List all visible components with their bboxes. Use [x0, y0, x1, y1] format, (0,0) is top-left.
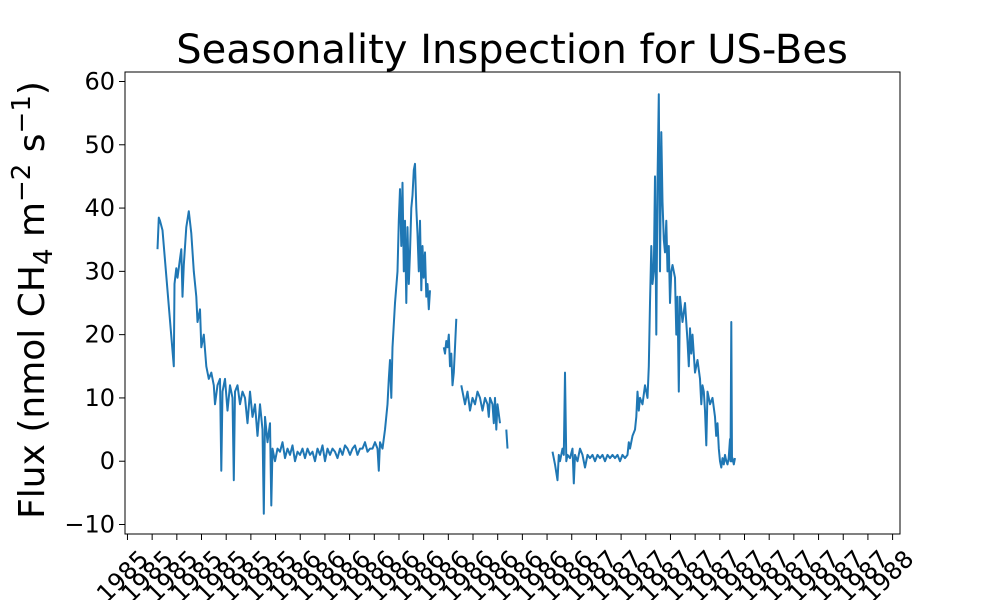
y-axis-title: Flux (nmol CH4 m−2 s−1): [7, 81, 59, 519]
y-tick-label: 10: [84, 384, 115, 412]
y-axis-title-part: Flux (nmol CH: [12, 265, 53, 519]
y-tick-label: 50: [84, 131, 115, 159]
plot-area: [124, 71, 901, 535]
y-axis-title-part: ): [12, 81, 53, 95]
y-axis-title-part: m: [12, 202, 53, 249]
y-tick-label: 60: [84, 67, 115, 95]
y-axis: −10 0 10 20 30 40 50 60: [64, 67, 125, 539]
y-axis-title-part: s: [12, 133, 53, 163]
y-axis-title-superscript: −2: [7, 164, 37, 202]
series-line-segment: [156, 162, 431, 515]
plot-frame: [124, 71, 901, 535]
y-tick-label: 0: [100, 447, 115, 475]
series-line-segment: [551, 93, 736, 485]
series-line-segment: [505, 429, 509, 449]
chart-title: Seasonality Inspection for US-Bes: [176, 27, 848, 73]
y-axis-title-subscript: 4: [29, 248, 59, 265]
y-tick-label: 40: [84, 194, 115, 222]
y-tick-label: 30: [84, 257, 115, 285]
y-tick-label: 20: [84, 321, 115, 349]
y-axis-title-superscript: −1: [7, 95, 37, 133]
y-tick-label: −10: [64, 511, 115, 539]
series-line-segment: [442, 318, 458, 387]
series-line-segment: [460, 385, 501, 431]
